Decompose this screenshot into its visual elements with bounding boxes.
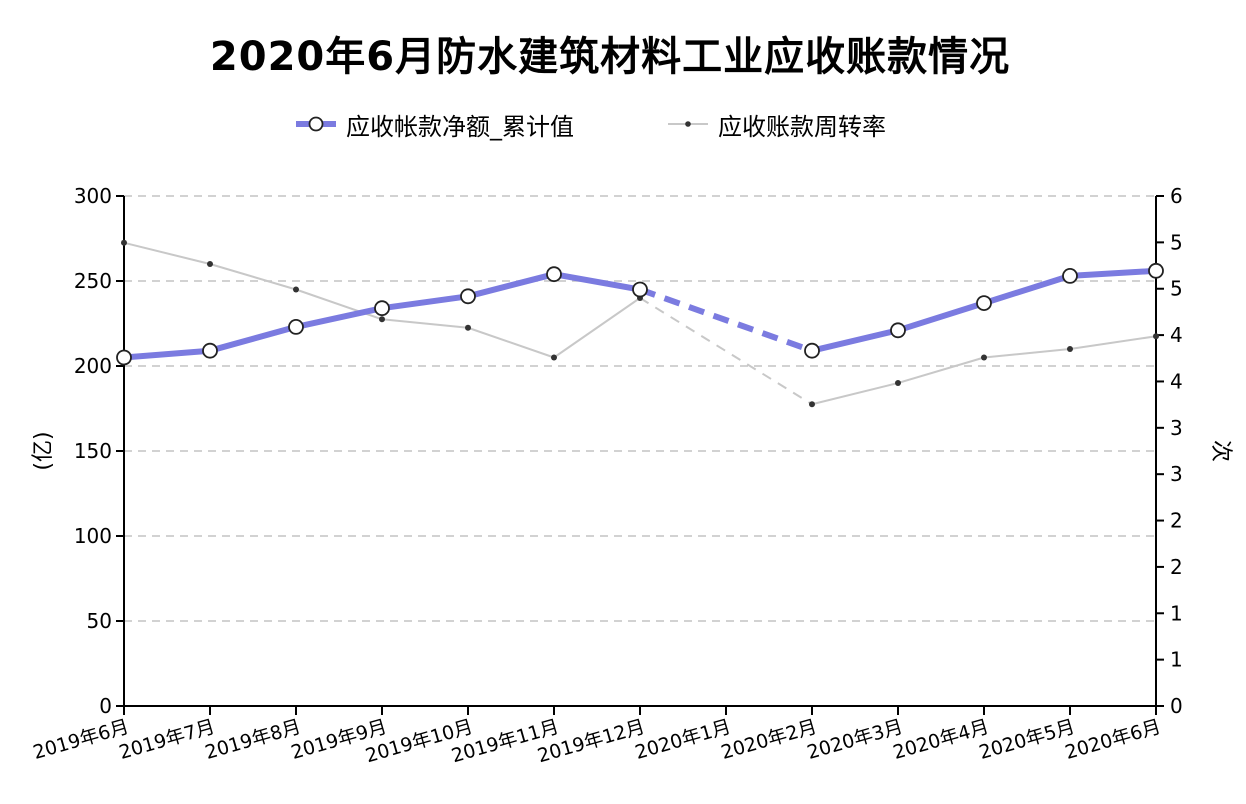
grid-layer: [124, 195, 1156, 622]
receivables-point: [976, 295, 992, 312]
y-left-title: (亿): [31, 431, 56, 470]
legend: 应收帐款净额_累计值 应收账款周转率: [0, 104, 1246, 144]
turnover-point: [809, 401, 815, 408]
series-gap-segment: [638, 286, 814, 354]
left-tick-label: 100: [74, 524, 112, 548]
series-layer: [116, 239, 1164, 408]
right-tick-label: 3: [1170, 416, 1183, 440]
right-tick-label: 5: [1170, 230, 1183, 254]
turnover-point: [465, 324, 471, 331]
right-tick-label: 4: [1170, 369, 1183, 393]
series-gap-segment: [639, 297, 813, 406]
x-tick-label: 2020年3月: [805, 716, 906, 764]
right-tick-label: 4: [1170, 323, 1183, 347]
series-segment: [1069, 335, 1157, 350]
series-segment: [123, 241, 211, 265]
right-tick-label: 1: [1170, 648, 1183, 672]
series-segment: [811, 382, 899, 406]
turnover-point: [1067, 346, 1073, 352]
turnover-point: [895, 380, 901, 386]
series-segment: [381, 318, 469, 329]
x-tick-label: 2019年8月: [203, 716, 304, 764]
series-segment: [981, 272, 1073, 307]
legend-swatch-receivables: [296, 116, 336, 132]
series-segment: [467, 326, 555, 359]
series-segment: [1067, 267, 1159, 279]
x-tick-label: 2019年7月: [117, 716, 218, 764]
series-segment: [553, 297, 641, 359]
receivables-point: [116, 349, 132, 366]
receivables-point: [460, 288, 476, 305]
series-segment: [293, 305, 385, 330]
turnover-point: [1153, 333, 1159, 340]
label-layer: 0501001502002503000112233445562019年6月201…: [31, 184, 1233, 767]
x-tick-label: 2019年6月: [31, 716, 132, 764]
left-tick-label: 300: [74, 184, 112, 208]
x-tick-label: 2020年2月: [719, 716, 820, 764]
y-right-title: 次: [1208, 440, 1233, 462]
series-segment: [551, 271, 643, 293]
right-tick-label: 1: [1170, 601, 1183, 625]
right-tick-label: 2: [1170, 509, 1183, 533]
receivables-point: [546, 266, 562, 283]
series-segment: [379, 293, 471, 312]
right-tick-label: 6: [1170, 184, 1183, 208]
receivables-point: [202, 342, 218, 359]
axis-layer: [116, 195, 1164, 715]
x-tick-label: 2020年1月: [633, 716, 734, 764]
legend-label-turnover: 应收账款周转率: [718, 112, 886, 141]
turnover-point: [207, 261, 213, 267]
turnover-point: [121, 239, 127, 246]
x-tick-label: 2020年4月: [891, 716, 992, 764]
turnover-point: [981, 354, 987, 361]
receivables-point: [288, 318, 304, 335]
series-segment: [897, 356, 985, 384]
left-tick-label: 50: [87, 609, 112, 633]
series-segment: [209, 263, 297, 291]
legend-item-receivables: 应收帐款净额_累计值: [296, 104, 574, 144]
series-segment: [465, 271, 557, 300]
series-segment: [895, 300, 987, 334]
x-tick-label: 2020年5月: [977, 716, 1078, 764]
series-segment: [809, 327, 901, 354]
right-tick-label: 5: [1170, 277, 1183, 301]
x-tick-label: 2020年6月: [1063, 716, 1164, 764]
right-tick-label: 3: [1170, 462, 1183, 486]
legend-label-receivables: 应收帐款净额_累计值: [346, 112, 574, 141]
left-tick-label: 200: [74, 354, 112, 378]
receivables-point: [1148, 262, 1164, 279]
chart-title: 2020年6月防水建筑材料工业应收账款情况: [209, 34, 1011, 80]
receivables-point: [1062, 267, 1078, 284]
legend-item-turnover: 应收账款周转率: [668, 104, 886, 144]
turnover-point: [379, 316, 385, 323]
left-tick-label: 0: [99, 694, 112, 718]
receivables-point: [804, 342, 820, 359]
left-tick-label: 250: [74, 269, 112, 293]
turnover-point: [293, 286, 299, 293]
series-segment: [207, 323, 299, 354]
series-segment: [983, 348, 1071, 359]
right-tick-label: 2: [1170, 555, 1183, 579]
left-tick-label: 150: [74, 439, 112, 463]
receivables-point: [632, 281, 648, 298]
receivables-point: [374, 300, 390, 317]
right-tick-label: 0: [1170, 694, 1183, 718]
receivables-point: [890, 322, 906, 339]
turnover-point: [551, 354, 557, 361]
legend-swatch-turnover: [668, 121, 708, 127]
series-segment: [121, 347, 213, 361]
